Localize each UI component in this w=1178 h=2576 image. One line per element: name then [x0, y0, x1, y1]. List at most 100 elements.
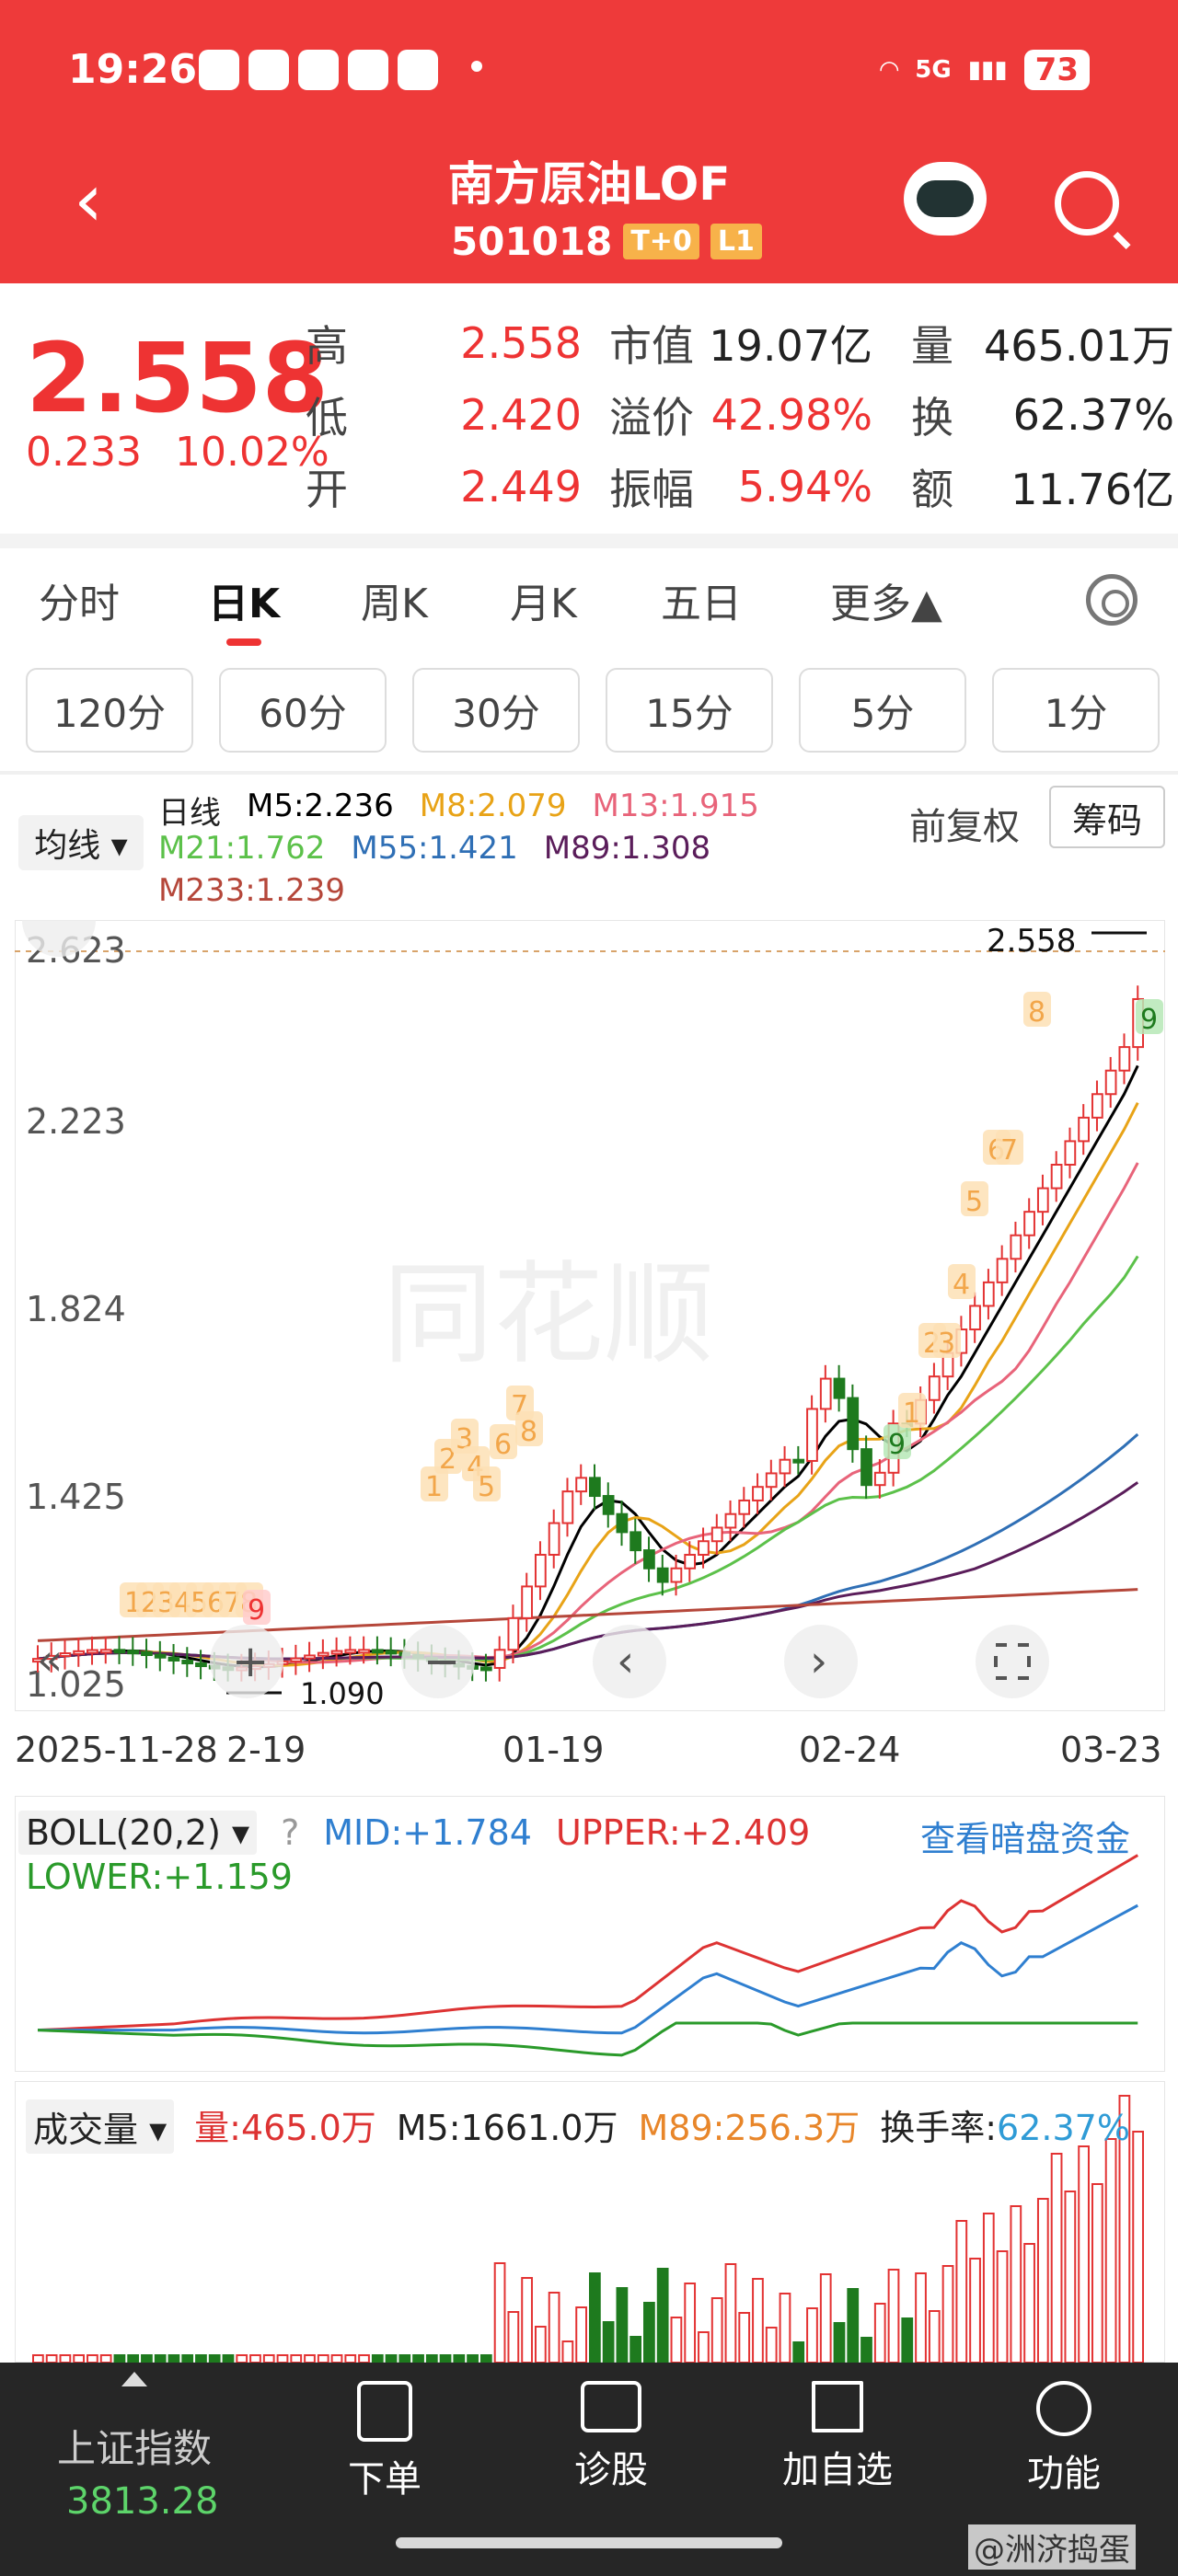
volume-bar [765, 2327, 778, 2363]
volume-selector[interactable]: 成交量 ▾ [26, 2099, 175, 2154]
fullscreen-button[interactable] [976, 1625, 1049, 1698]
nav-add-watchlist[interactable]: 加自选 [745, 2381, 930, 2493]
minus-icon[interactable]: − [423, 1636, 460, 1687]
turnover-value: 62.37% [1012, 390, 1174, 440]
chevron-right-icon[interactable]: › [810, 1636, 827, 1687]
boll-selector[interactable]: BOLL(20,2) ▾ [18, 1811, 258, 1855]
zoom-in-button[interactable] [210, 1625, 283, 1698]
volume-bar [1104, 2138, 1117, 2363]
home-indicator[interactable] [396, 2537, 782, 2548]
high-value: 2.558 [460, 318, 582, 368]
candle [73, 1650, 86, 1655]
nav-functions-label: 功能 [1027, 2453, 1101, 2495]
volume-bar [73, 2354, 86, 2363]
app-icon [248, 50, 289, 90]
volume-bar [479, 2354, 492, 2363]
settings-gear-icon[interactable] [1086, 574, 1138, 626]
volume-bar [467, 2354, 479, 2363]
candle [181, 1659, 194, 1665]
period-5min[interactable]: 5分 [799, 668, 966, 753]
period-120min[interactable]: 120分 [26, 668, 193, 753]
app-icon [298, 50, 339, 90]
nav-diagnose[interactable]: 诊股 [519, 2381, 703, 2493]
td-sequence-markers: 123456789123456789123456789 [120, 992, 1163, 1627]
volume-bar [290, 2354, 303, 2363]
price-change: 0.233 10.02% [26, 429, 329, 476]
volume-bar [996, 2250, 1009, 2363]
tab-five-day[interactable]: 五日 [661, 581, 742, 627]
plus-icon[interactable]: + [232, 1636, 269, 1687]
td-marker: 9 [1140, 1004, 1158, 1036]
volume-bar [412, 2354, 424, 2363]
robot-assistant-icon[interactable] [904, 162, 987, 236]
fullscreen-icon[interactable] [994, 1643, 1031, 1680]
back-chevron-icon[interactable]: ‹ [74, 157, 103, 243]
ma-selector[interactable]: 均线 ▾ [18, 815, 144, 870]
x-tick: 01-19 [502, 1730, 605, 1770]
nav-functions[interactable]: 功能 [972, 2381, 1156, 2497]
boll-lower: LOWER:+1.159 [26, 1857, 293, 1897]
battery-icon: 73 [1023, 50, 1090, 90]
td-marker: 9 [888, 1429, 906, 1461]
help-icon[interactable]: ? [281, 1812, 300, 1853]
tab-daily-k[interactable]: 日K [208, 570, 280, 646]
volume-bar [589, 2272, 601, 2363]
ma-daily-label: 日线 [158, 795, 221, 832]
volume-bar [1050, 2153, 1063, 2363]
add-icon [812, 2381, 863, 2432]
zoom-minus-button[interactable] [401, 1625, 475, 1698]
volume-bar [901, 2317, 914, 2363]
volume-m89: M89:256.3万 [638, 2108, 860, 2148]
period-1min[interactable]: 1分 [992, 668, 1160, 753]
search-icon[interactable] [1055, 171, 1119, 236]
dark-pool-link[interactable]: 查看暗盘资金 [920, 1819, 1131, 1859]
volume-chart[interactable] [15, 2081, 1165, 2363]
volume-bar [453, 2354, 466, 2363]
tab-monthly-k[interactable]: 月K [510, 581, 577, 627]
candlestick-chart[interactable]: 同花顺 2.623 2.223 1.824 1.425 1.025 123456… [15, 920, 1165, 1711]
volume-bar [656, 2268, 669, 2363]
td-marker-bg [451, 1419, 479, 1454]
candle [521, 1585, 533, 1619]
minute-period-selector: 120分 60分 30分 15分 5分 1分 [26, 668, 1160, 753]
pan-left-button[interactable] [593, 1625, 666, 1698]
volume-bar [982, 2213, 995, 2363]
volume-bar [1064, 2191, 1077, 2363]
candle [330, 1650, 343, 1655]
ma-m89: M89:1.308 [543, 830, 711, 867]
adjust-mode-label[interactable]: 前复权 [909, 806, 1020, 848]
td-marker-bg [961, 1181, 988, 1216]
td-marker: 1 [425, 1471, 443, 1503]
expand-up-icon[interactable] [121, 2372, 147, 2386]
boll-mid-line [38, 1903, 1138, 2035]
td-marker: 3 [938, 1328, 955, 1360]
tab-intraday[interactable]: 分时 [39, 581, 120, 627]
zoom-out-button[interactable] [22, 920, 96, 957]
chevron-left-icon[interactable]: ‹ [617, 1636, 634, 1687]
chips-button[interactable]: 筹码 [1049, 786, 1165, 848]
period-60min[interactable]: 60分 [219, 668, 387, 753]
volume-bar [915, 2272, 927, 2363]
td-marker: 4 [953, 1269, 970, 1301]
tab-more[interactable]: 更多▲ [830, 581, 942, 627]
volume-bar [738, 2312, 751, 2363]
index-name[interactable]: 上证指数 [57, 2426, 213, 2471]
candle [59, 1652, 72, 1658]
volume-bar [521, 2277, 533, 2363]
more-notifications-icon [471, 61, 482, 72]
nav-order-label: 下单 [348, 2458, 422, 2501]
nav-order[interactable]: 下单 [293, 2381, 477, 2502]
td-marker: 1 [903, 1397, 920, 1430]
volume-bar [59, 2354, 72, 2363]
candle [616, 1512, 629, 1534]
tab-weekly-k[interactable]: 周K [361, 581, 428, 627]
period-30min[interactable]: 30分 [412, 668, 580, 753]
period-15min[interactable]: 15分 [606, 668, 773, 753]
pan-right-button[interactable] [784, 1625, 858, 1698]
order-icon [357, 2381, 412, 2442]
t0-badge: T+0 [623, 224, 699, 259]
candle [561, 1490, 574, 1524]
volume-bar [1023, 2243, 1035, 2363]
rewind-icon[interactable]: « [37, 1635, 63, 1685]
volume-bar [1078, 2145, 1090, 2363]
